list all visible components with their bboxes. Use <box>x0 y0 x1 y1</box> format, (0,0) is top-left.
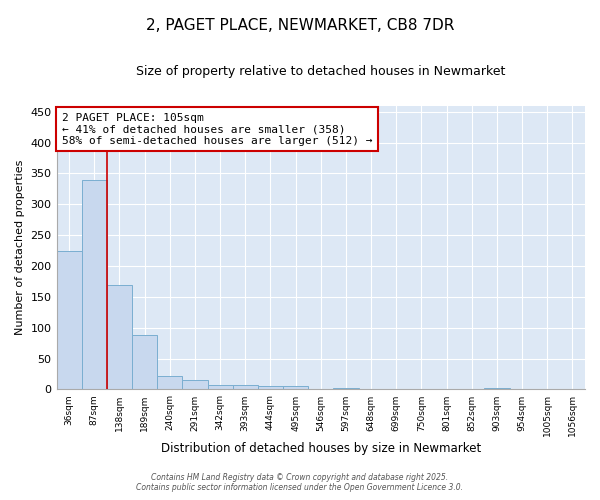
Bar <box>484 388 509 390</box>
Bar <box>208 385 233 390</box>
Bar <box>107 284 132 390</box>
Bar <box>132 335 157 390</box>
Bar <box>334 388 359 390</box>
Bar <box>56 250 82 390</box>
Title: Size of property relative to detached houses in Newmarket: Size of property relative to detached ho… <box>136 65 505 78</box>
Y-axis label: Number of detached properties: Number of detached properties <box>15 160 25 335</box>
Text: 2 PAGET PLACE: 105sqm
← 41% of detached houses are smaller (358)
58% of semi-det: 2 PAGET PLACE: 105sqm ← 41% of detached … <box>62 112 373 146</box>
Bar <box>82 180 107 390</box>
Bar <box>157 376 182 390</box>
Text: 2, PAGET PLACE, NEWMARKET, CB8 7DR: 2, PAGET PLACE, NEWMARKET, CB8 7DR <box>146 18 454 32</box>
Text: Contains HM Land Registry data © Crown copyright and database right 2025.
Contai: Contains HM Land Registry data © Crown c… <box>137 473 464 492</box>
Bar <box>283 386 308 390</box>
Bar <box>182 380 208 390</box>
Bar <box>233 384 258 390</box>
X-axis label: Distribution of detached houses by size in Newmarket: Distribution of detached houses by size … <box>161 442 481 455</box>
Bar <box>258 386 283 390</box>
